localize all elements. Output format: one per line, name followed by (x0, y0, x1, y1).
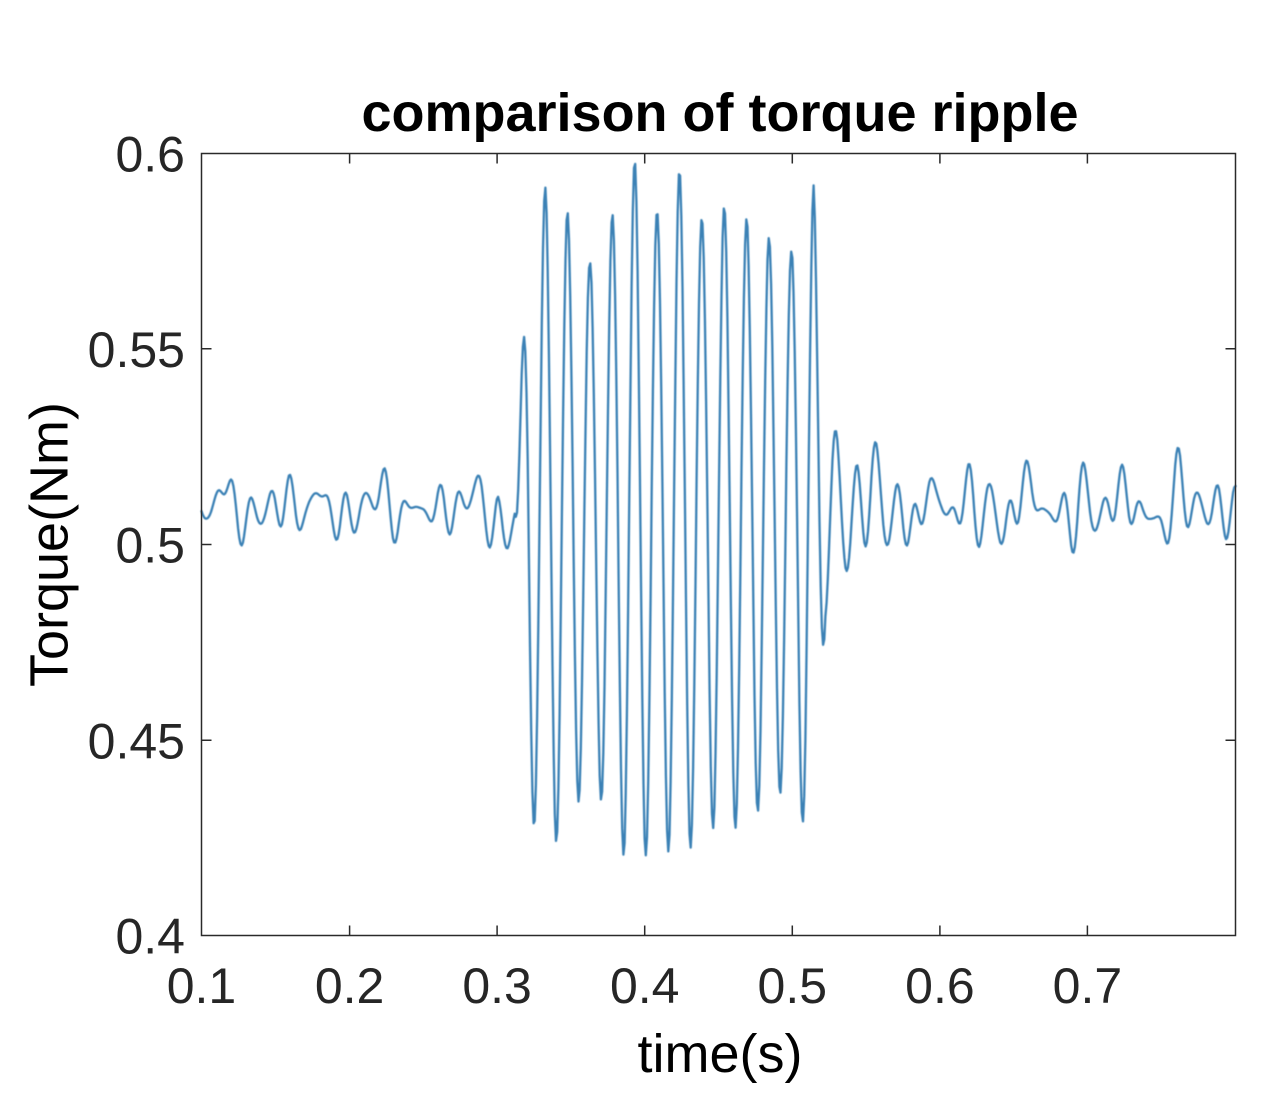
svg-text:0.5: 0.5 (758, 958, 828, 1014)
svg-text:Torque(Nm): Torque(Nm) (20, 402, 80, 687)
svg-text:0.2: 0.2 (315, 958, 385, 1014)
svg-text:time(s): time(s) (638, 1024, 803, 1084)
svg-text:0.6: 0.6 (905, 958, 975, 1014)
svg-text:0.45: 0.45 (88, 713, 185, 769)
svg-text:0.3: 0.3 (462, 958, 532, 1014)
svg-text:0.1: 0.1 (167, 958, 237, 1014)
svg-text:comparison of torque ripple: comparison of torque ripple (361, 83, 1078, 143)
svg-text:0.6: 0.6 (115, 127, 185, 183)
svg-text:0.4: 0.4 (610, 958, 680, 1014)
svg-text:0.55: 0.55 (88, 322, 185, 378)
svg-text:0.7: 0.7 (1053, 958, 1123, 1014)
svg-text:0.5: 0.5 (115, 518, 185, 574)
svg-text:0.4: 0.4 (115, 909, 185, 965)
